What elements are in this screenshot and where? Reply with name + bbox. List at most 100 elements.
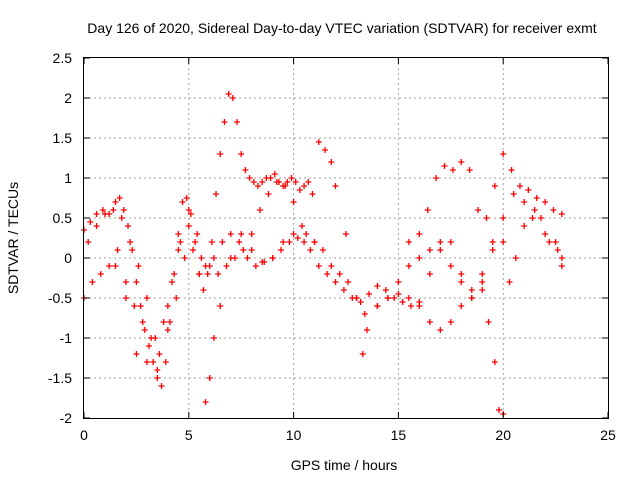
- data-point: [129, 247, 136, 253]
- data-point: [173, 295, 180, 301]
- data-point: [171, 271, 178, 277]
- data-point: [542, 199, 549, 205]
- data-point: [185, 207, 192, 213]
- data-point: [353, 295, 360, 301]
- data-point: [87, 219, 94, 225]
- data-point: [433, 175, 440, 181]
- data-point: [127, 239, 134, 245]
- data-point: [242, 167, 249, 173]
- data-point: [93, 211, 100, 217]
- data-point: [210, 255, 217, 261]
- series-track-f: [426, 215, 565, 301]
- data-point: [198, 255, 205, 261]
- data-point: [265, 191, 272, 197]
- data-point: [137, 303, 144, 309]
- data-point: [447, 263, 454, 269]
- data-point: [322, 147, 329, 153]
- data-point: [145, 343, 152, 349]
- data-point: [254, 183, 261, 189]
- data-point: [135, 263, 142, 269]
- data-point: [120, 207, 127, 213]
- data-point: [267, 175, 274, 181]
- x-axis-label: GPS time / hours: [291, 457, 398, 473]
- data-point: [479, 279, 486, 285]
- data-point: [363, 327, 370, 333]
- chart-title: Day 126 of 2020, Sidereal Day-to-day VTE…: [87, 20, 596, 36]
- data-point: [550, 207, 557, 213]
- data-point: [122, 279, 129, 285]
- data-point: [238, 231, 245, 237]
- data-point: [521, 199, 528, 205]
- data-point: [175, 231, 182, 237]
- data-point: [558, 211, 565, 217]
- data-point: [303, 231, 310, 237]
- data-point: [194, 231, 201, 237]
- data-point: [252, 263, 259, 269]
- data-point: [156, 351, 163, 357]
- data-point: [489, 239, 496, 245]
- data-point: [181, 255, 188, 261]
- y-tick-label: 1: [64, 170, 72, 186]
- y-tick-label: -1: [60, 330, 73, 346]
- data-point: [458, 159, 465, 165]
- series-track-c: [112, 139, 507, 417]
- x-tick-label: 20: [495, 427, 511, 443]
- series-track-b: [81, 179, 423, 357]
- y-tick-label: 0.5: [53, 210, 73, 226]
- data-point: [185, 223, 192, 229]
- data-point: [160, 319, 167, 325]
- data-point: [240, 247, 247, 253]
- data-point: [361, 311, 368, 317]
- series-track-d: [405, 151, 565, 245]
- data-point: [238, 151, 245, 157]
- data-point: [177, 239, 184, 245]
- data-point: [187, 211, 194, 217]
- data-point: [491, 359, 498, 365]
- data-point: [236, 239, 243, 245]
- data-point: [286, 239, 293, 245]
- data-point: [340, 287, 347, 293]
- data-point: [227, 255, 234, 261]
- series-track-e: [374, 191, 565, 309]
- data-point: [542, 231, 549, 237]
- data-point: [510, 191, 517, 197]
- data-point: [458, 303, 465, 309]
- data-point: [273, 179, 280, 185]
- data-point: [374, 283, 381, 289]
- data-point: [552, 239, 559, 245]
- data-point: [154, 367, 161, 373]
- data-point: [416, 231, 423, 237]
- data-point: [133, 279, 140, 285]
- data-point: [221, 119, 228, 125]
- data-point: [158, 383, 165, 389]
- data-point: [282, 183, 289, 189]
- y-tick-label: 2.5: [53, 50, 73, 66]
- data-point: [416, 303, 423, 309]
- data-point: [332, 279, 339, 285]
- data-point: [154, 375, 161, 381]
- data-point: [537, 215, 544, 221]
- data-point: [468, 287, 475, 293]
- data-point: [97, 271, 104, 277]
- data-point: [248, 231, 255, 237]
- data-point: [324, 271, 331, 277]
- y-axis-label: SDTVAR / TECUs: [5, 182, 21, 294]
- data-point: [284, 179, 291, 185]
- data-point: [447, 319, 454, 325]
- data-point: [405, 263, 412, 269]
- data-point: [366, 291, 373, 297]
- ticks-layer: 0 5 10 15 20 25 -2 -1.5 -1 -0.5 0 0.5 1 1.5 2 2.5: [48, 50, 616, 443]
- data-point: [210, 335, 217, 341]
- data-point: [525, 187, 532, 193]
- y-tick-label: 0: [64, 250, 72, 266]
- x-tick-label: 5: [185, 427, 193, 443]
- data-point: [246, 175, 253, 181]
- data-point: [447, 239, 454, 245]
- data-point: [506, 279, 513, 285]
- data-point: [196, 271, 203, 277]
- data-point: [99, 207, 106, 213]
- data-point: [359, 351, 366, 357]
- data-point: [143, 295, 150, 301]
- data-point: [554, 247, 561, 253]
- data-point: [215, 271, 222, 277]
